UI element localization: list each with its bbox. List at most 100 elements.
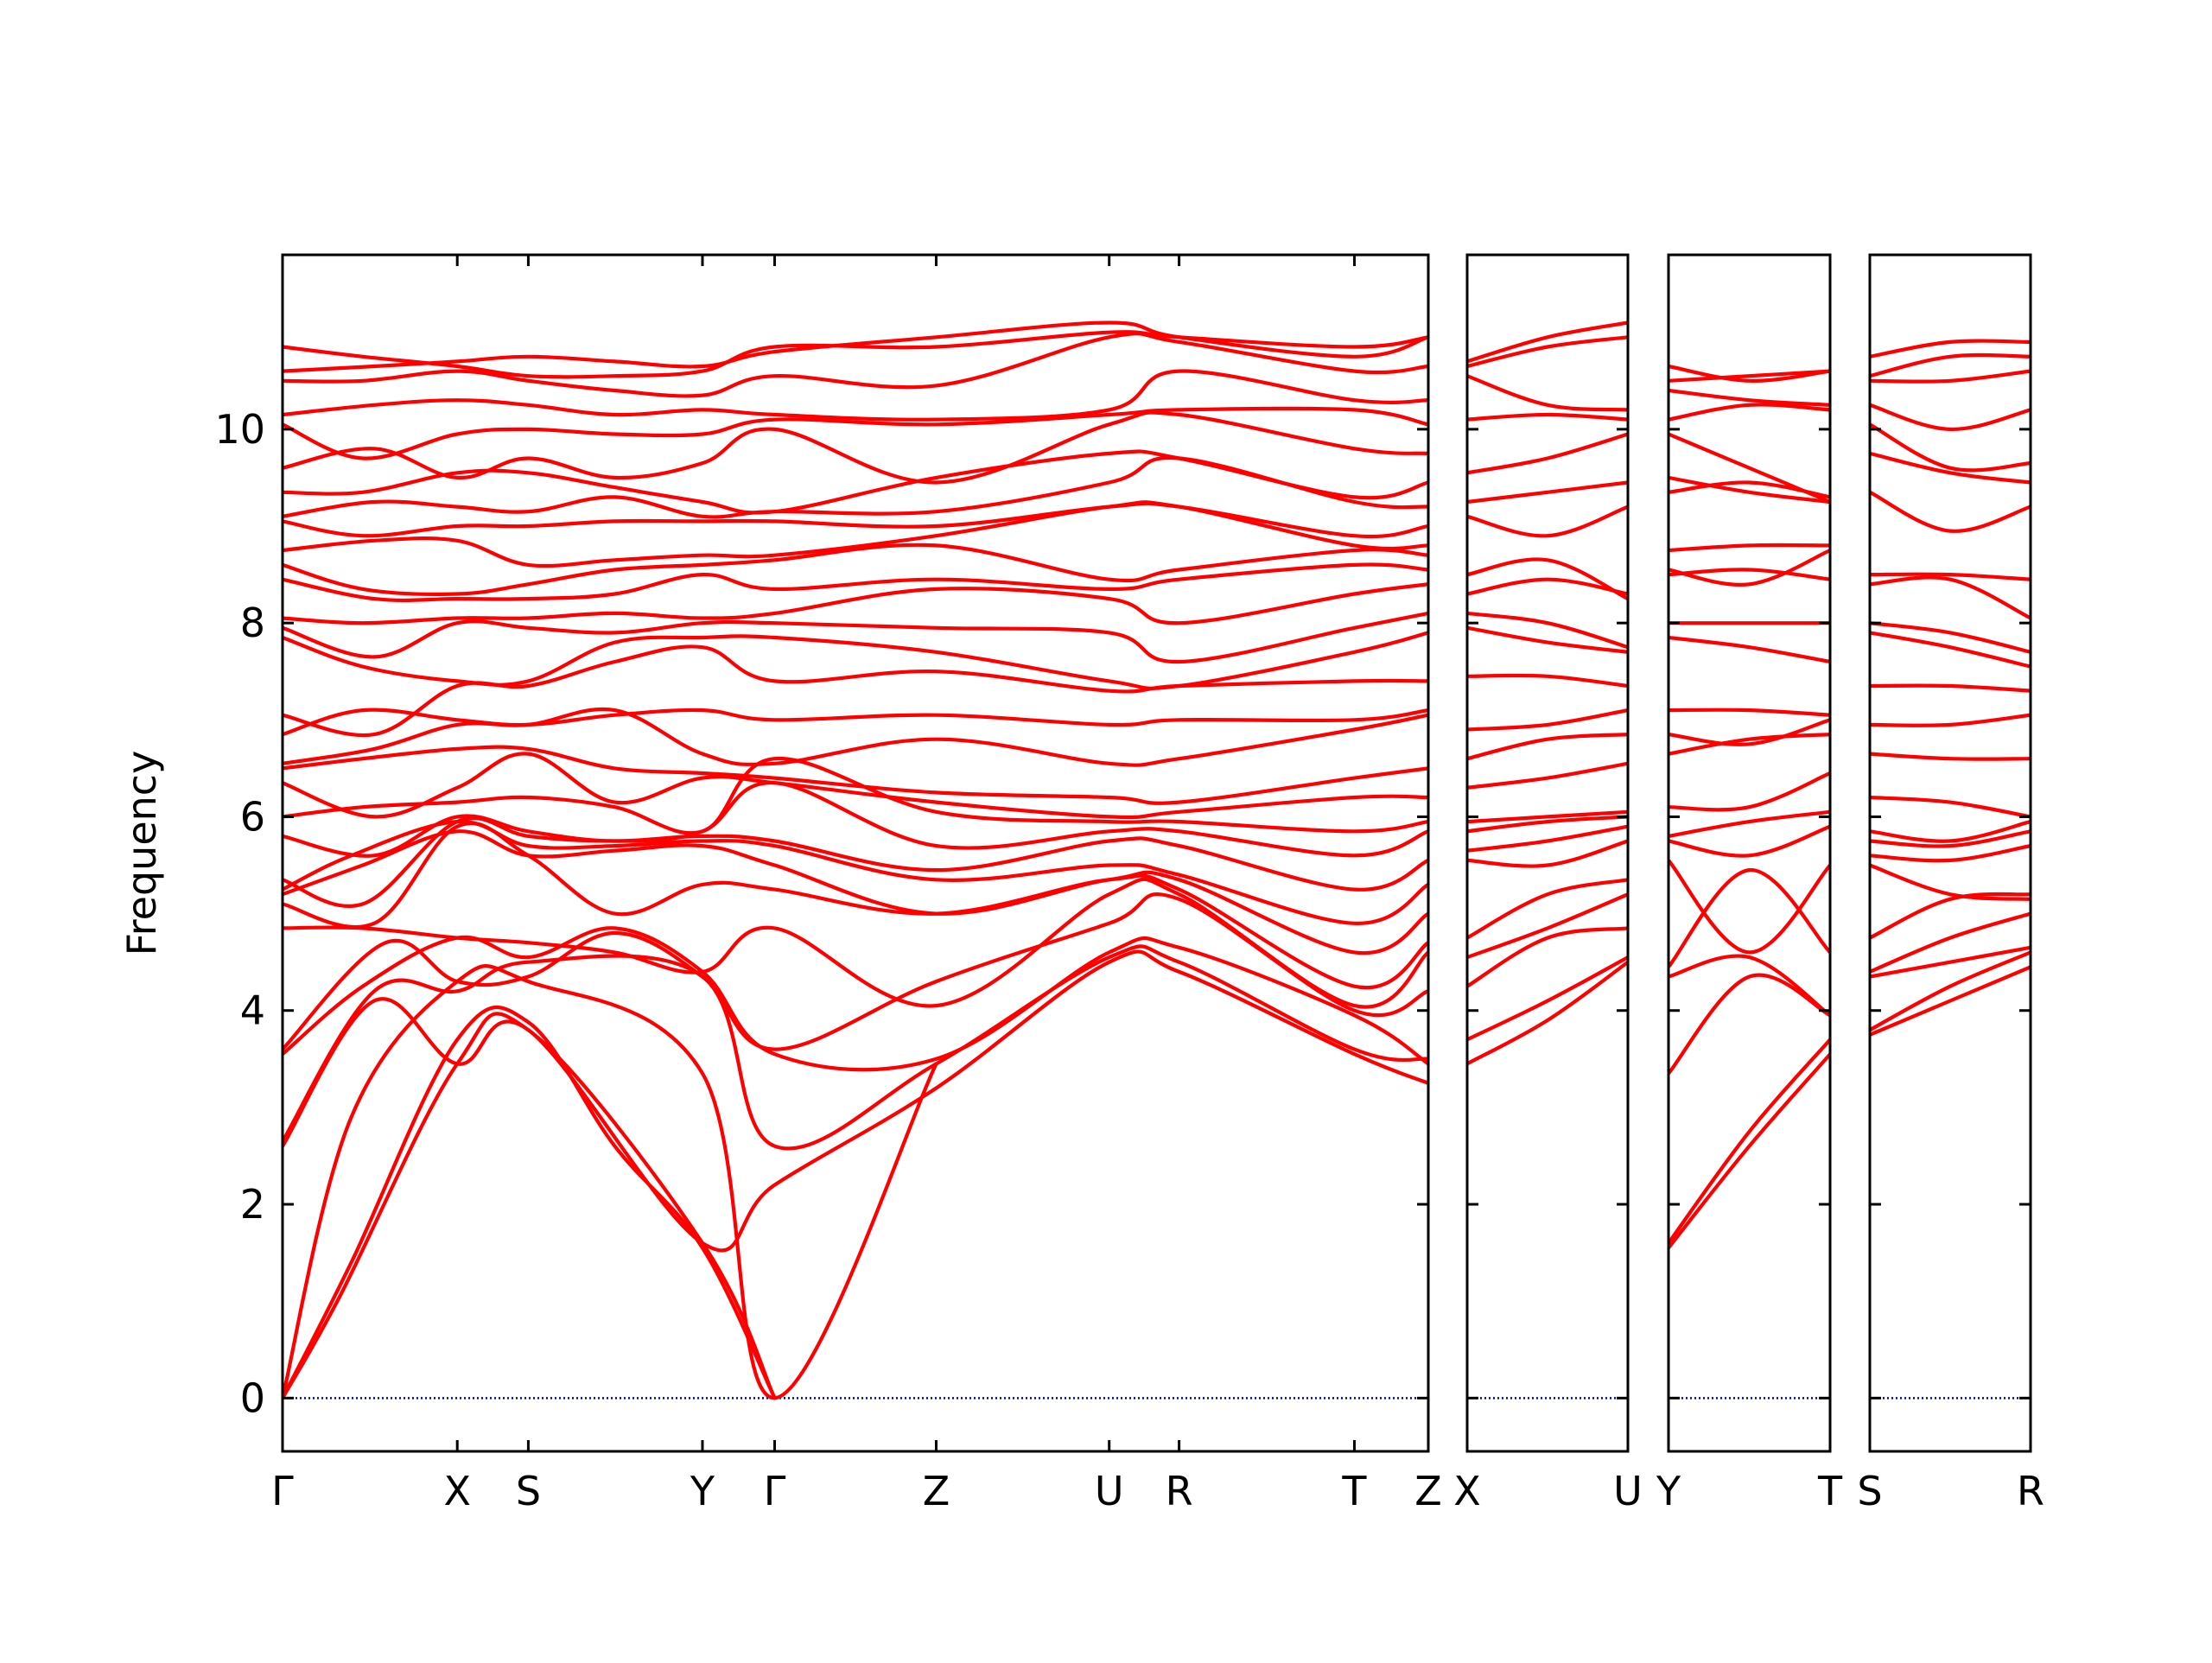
q-point-label: X xyxy=(443,1468,471,1514)
q-point-label: Z xyxy=(923,1468,950,1514)
band-line xyxy=(1870,490,2031,533)
band-line xyxy=(283,455,1428,519)
y-tick-label: 6 xyxy=(240,793,265,840)
band-line xyxy=(1870,339,2031,359)
band-line xyxy=(1669,403,1830,422)
band-line xyxy=(1870,820,2031,843)
band-line xyxy=(1669,480,1830,499)
band-line xyxy=(1669,733,1830,756)
band-line xyxy=(1467,321,1628,364)
band-line xyxy=(283,332,1428,398)
q-point-label: R xyxy=(2017,1468,2044,1514)
band-line xyxy=(1870,892,2031,940)
q-point-label: U xyxy=(1095,1468,1124,1514)
band-line xyxy=(283,821,1428,990)
band-line xyxy=(1467,505,1628,538)
band-line xyxy=(1669,867,1830,969)
band-line xyxy=(1467,412,1628,422)
band-line xyxy=(1870,945,2031,979)
band-line xyxy=(283,330,1428,379)
band-line xyxy=(1669,369,1830,383)
band-line xyxy=(1870,352,2031,378)
band-line xyxy=(283,964,938,1400)
band-line xyxy=(1467,839,1628,868)
band-line xyxy=(283,819,1428,925)
band-line xyxy=(1870,863,2031,901)
band-group xyxy=(1669,364,1830,1250)
y-axis-label: Frequency xyxy=(118,751,165,956)
band-line xyxy=(1669,1052,1830,1250)
band-line xyxy=(1870,950,2031,1032)
q-point-label: Y xyxy=(1656,1468,1681,1514)
q-point-label: S xyxy=(516,1468,541,1514)
band-line xyxy=(1669,718,1830,746)
y-tick-label: 4 xyxy=(240,987,265,1034)
band-line xyxy=(1870,572,2031,581)
band-line xyxy=(283,321,1428,373)
band-line xyxy=(1467,625,1628,654)
band-line xyxy=(283,944,1428,1151)
q-point-label: U xyxy=(1613,1468,1643,1514)
band-line xyxy=(283,501,1428,539)
band-line xyxy=(1467,480,1628,505)
band-line xyxy=(283,949,1428,1253)
band-line xyxy=(1870,683,2031,693)
band-line xyxy=(1467,673,1628,689)
band-line xyxy=(283,1012,777,1400)
band-line xyxy=(1870,713,2031,727)
band-line xyxy=(283,892,1428,1051)
q-point-label: S xyxy=(1857,1468,1882,1514)
band-line xyxy=(1669,809,1830,838)
band-line xyxy=(1467,960,1628,1066)
y-tick-label: 0 xyxy=(240,1374,265,1421)
q-point-label: R xyxy=(1166,1468,1193,1514)
band-line xyxy=(1467,708,1628,732)
panel-frame xyxy=(1667,253,1832,1453)
band-line xyxy=(1467,335,1628,369)
y-tick-label: 10 xyxy=(214,406,265,453)
band-line xyxy=(1870,422,2031,473)
band-line xyxy=(283,410,1428,485)
panel-main: Γ X S Y Γ Z U R T Z 0 2 4 6 8 10 xyxy=(214,253,1442,1514)
q-point-label: Y xyxy=(690,1468,715,1514)
band-line xyxy=(283,708,1428,737)
q-point-label: Γ xyxy=(271,1468,294,1514)
band-line xyxy=(1870,844,2031,863)
q-point-label: X xyxy=(1453,1468,1481,1514)
band-line xyxy=(283,1005,777,1400)
band-line xyxy=(1467,557,1628,601)
band-group xyxy=(1467,321,1628,1066)
band-line xyxy=(1669,388,1830,407)
band-line xyxy=(1669,543,1830,553)
band-line xyxy=(1870,451,2031,485)
band-line xyxy=(1669,824,1830,858)
band-line xyxy=(283,745,1428,805)
band-line xyxy=(1669,364,1830,383)
band-line xyxy=(1669,432,1830,505)
band-line xyxy=(1669,954,1830,1018)
band-line xyxy=(1467,955,1628,1042)
y-tick-label: 2 xyxy=(240,1181,265,1228)
band-line xyxy=(1467,878,1628,940)
band-line xyxy=(1870,575,2031,620)
band-line xyxy=(1467,824,1628,853)
band-line xyxy=(283,562,1428,603)
band-line xyxy=(1669,858,1830,955)
band-line xyxy=(283,644,1428,738)
band-line xyxy=(1669,708,1830,717)
band-line xyxy=(1870,795,2031,819)
y-tick-label: 8 xyxy=(240,600,265,646)
band-line xyxy=(1669,973,1830,1076)
band-line xyxy=(1669,1038,1830,1245)
band-line xyxy=(1669,635,1830,664)
band-line xyxy=(1467,432,1628,475)
band-line xyxy=(283,707,1428,767)
band-group xyxy=(1870,339,2031,1037)
band-line xyxy=(283,611,1428,664)
band-line xyxy=(1870,403,2031,432)
band-line xyxy=(1870,752,2031,761)
band-line xyxy=(283,582,1428,625)
